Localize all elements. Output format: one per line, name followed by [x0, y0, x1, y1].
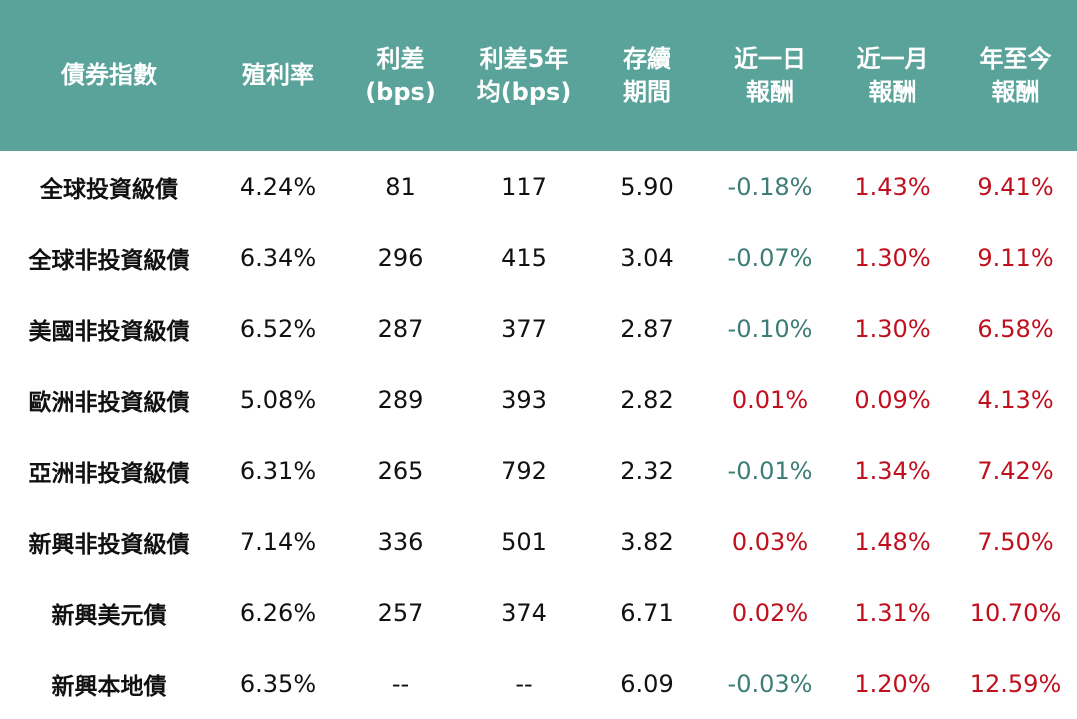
- cell-return-1m: 1.30%: [854, 314, 931, 343]
- cell-return-ytd: 6.58%: [977, 314, 1054, 343]
- cell-spread: 289: [377, 385, 424, 414]
- table-row: 新興非投資級債 7.14% 336 501 3.82 0.03% 1.48% 7.50%: [0, 506, 1077, 577]
- cell-spread: 257: [377, 598, 424, 627]
- cell-return-1d: -0.01%: [727, 456, 813, 485]
- cell-spread-5y-avg: 377: [501, 314, 547, 343]
- cell-duration: 2.32: [620, 456, 674, 485]
- cell-spread-5y-avg: 792: [501, 456, 547, 485]
- cell-spread: 336: [377, 527, 424, 556]
- cell-yield: 6.52%: [239, 314, 317, 343]
- cell-return-ytd: 7.50%: [977, 527, 1054, 556]
- cell-bond-name: 新興非投資級債: [28, 531, 190, 558]
- cell-return-1m: 1.20%: [854, 669, 931, 698]
- header-1m-return: 近一月 報酬: [856, 44, 929, 106]
- table-row: 新興本地債 6.35% -- -- 6.09 -0.03% 1.20% 12.59%: [0, 648, 1077, 719]
- cell-spread-5y-avg: 415: [501, 243, 547, 272]
- cell-spread-5y-avg: 393: [501, 385, 547, 414]
- cell-duration: 2.87: [620, 314, 674, 343]
- cell-yield: 6.34%: [239, 243, 317, 272]
- cell-duration: 5.90: [620, 172, 674, 201]
- cell-bond-name: 新興本地債: [51, 673, 167, 700]
- table-row: 全球投資級債 4.24% 81 117 5.90 -0.18% 1.43% 9.41%: [0, 151, 1077, 222]
- cell-spread: --: [391, 669, 410, 698]
- table-row: 新興美元債 6.26% 257 374 6.71 0.02% 1.31% 10.70%: [0, 577, 1077, 648]
- table-header: 債券指數 殖利率 利差 (bps) 利差5年 均(bps) 存續 期間 近一日 …: [0, 0, 1077, 151]
- cell-duration: 3.04: [620, 243, 674, 272]
- header-spread-5y-avg: 利差5年 均(bps): [476, 44, 572, 106]
- cell-return-1m: 0.09%: [854, 385, 931, 414]
- cell-bond-name: 美國非投資級債: [28, 318, 190, 345]
- cell-return-ytd: 12.59%: [969, 669, 1062, 698]
- cell-yield: 7.14%: [239, 527, 317, 556]
- header-bond-index: 債券指數: [61, 61, 157, 89]
- cell-spread: 81: [385, 172, 416, 201]
- cell-return-1m: 1.48%: [854, 527, 931, 556]
- cell-duration: 6.71: [620, 598, 674, 627]
- cell-yield: 6.35%: [239, 669, 317, 698]
- table-row: 全球非投資級債 6.34% 296 415 3.04 -0.07% 1.30% 9.11%: [0, 222, 1077, 293]
- cell-return-1m: 1.30%: [854, 243, 931, 272]
- cell-bond-name: 全球非投資級債: [28, 247, 190, 274]
- cell-return-ytd: 9.11%: [977, 243, 1054, 272]
- cell-bond-name: 全球投資級債: [40, 176, 178, 203]
- table-row: 亞洲非投資級債 6.31% 265 792 2.32 -0.01% 1.34% 7.42%: [0, 435, 1077, 506]
- cell-return-1d: -0.03%: [727, 669, 813, 698]
- cell-return-1d: -0.18%: [727, 172, 813, 201]
- cell-return-1d: -0.07%: [727, 243, 813, 272]
- cell-yield: 6.26%: [239, 598, 317, 627]
- cell-spread: 296: [377, 243, 424, 272]
- cell-spread-5y-avg: 117: [501, 172, 547, 201]
- cell-bond-name: 歐洲非投資級債: [28, 389, 190, 416]
- cell-spread: 287: [377, 314, 424, 343]
- cell-yield: 4.24%: [239, 172, 317, 201]
- cell-return-1d: -0.10%: [727, 314, 813, 343]
- cell-return-ytd: 10.70%: [969, 598, 1062, 627]
- header-1d-return: 近一日 報酬: [734, 44, 806, 106]
- cell-bond-name: 亞洲非投資級債: [28, 460, 190, 487]
- cell-return-ytd: 7.42%: [977, 456, 1054, 485]
- cell-return-1d: 0.01%: [731, 385, 809, 414]
- cell-spread: 265: [377, 456, 424, 485]
- header-duration: 存續 期間: [623, 44, 671, 106]
- cell-return-ytd: 9.41%: [977, 172, 1054, 201]
- header-yield: 殖利率: [242, 61, 314, 89]
- table-row: 歐洲非投資級債 5.08% 289 393 2.82 0.01% 0.09% 4.13%: [0, 364, 1077, 435]
- cell-bond-name: 新興美元債: [51, 602, 167, 629]
- cell-yield: 5.08%: [239, 385, 317, 414]
- table-row: 美國非投資級債 6.52% 287 377 2.87 -0.10% 1.30% 6.58%: [0, 293, 1077, 364]
- cell-return-1d: 0.03%: [731, 527, 809, 556]
- cell-spread-5y-avg: 374: [501, 598, 547, 627]
- cell-spread-5y-avg: --: [515, 669, 533, 698]
- header-spread: 利差 (bps): [365, 44, 436, 106]
- cell-return-ytd: 4.13%: [977, 385, 1054, 414]
- cell-spread-5y-avg: 501: [501, 527, 547, 556]
- cell-yield: 6.31%: [239, 456, 317, 485]
- cell-return-1m: 1.34%: [854, 456, 931, 485]
- cell-return-1d: 0.02%: [731, 598, 809, 627]
- cell-duration: 6.09: [620, 669, 674, 698]
- cell-return-1m: 1.43%: [854, 172, 931, 201]
- cell-duration: 3.82: [620, 527, 674, 556]
- header-ytd-return: 年至今 報酬: [979, 44, 1052, 106]
- cell-duration: 2.82: [620, 385, 674, 414]
- cell-return-1m: 1.31%: [854, 598, 931, 627]
